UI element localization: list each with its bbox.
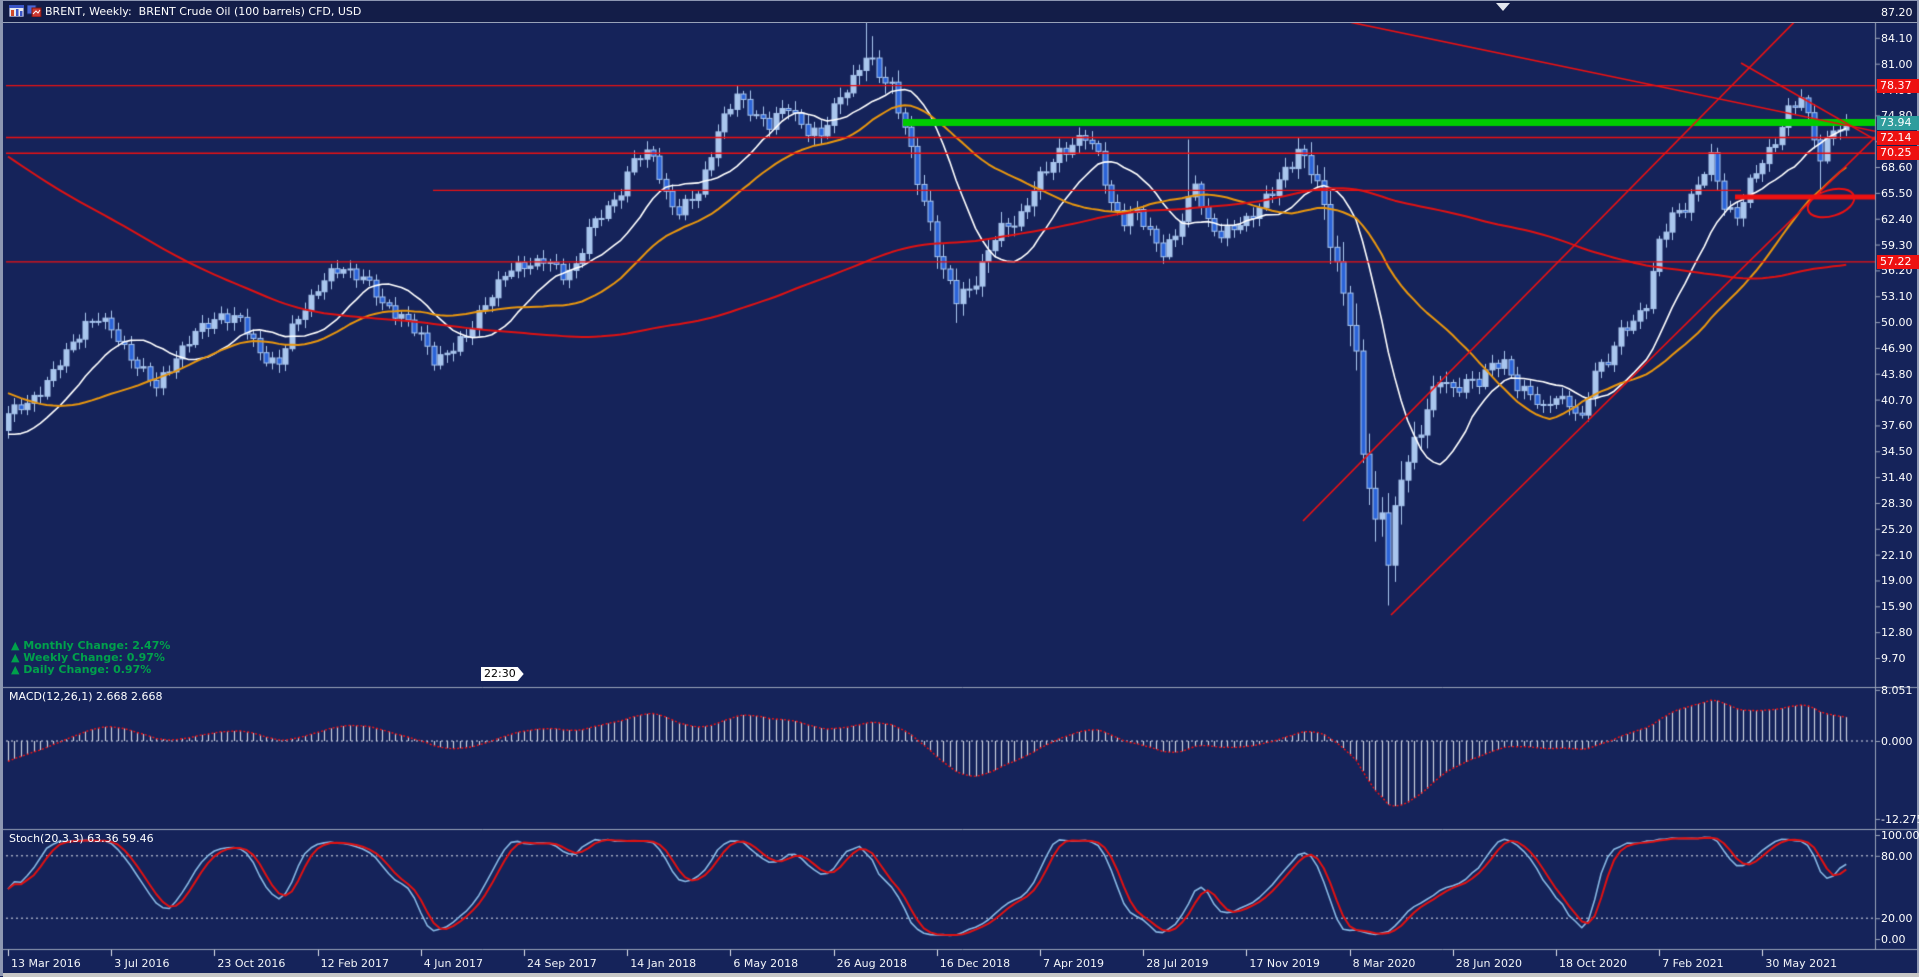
daily-change-label: ▲ Daily Change: 0.97%: [11, 663, 152, 676]
macd-tick-label: -12.275: [1881, 812, 1919, 826]
price-marker-resistance: 70.25: [1877, 146, 1919, 161]
price-tick-label: 31.40: [1881, 471, 1913, 485]
ohlc-icon: [27, 5, 42, 17]
price-tick-label: 50.00: [1881, 316, 1913, 330]
date-tick-label: 16 Dec 2018: [939, 957, 1011, 970]
price-tick-label: 65.50: [1881, 186, 1913, 200]
date-tick-label: 7 Feb 2021: [1662, 957, 1724, 970]
price-tick-label: 22.10: [1881, 548, 1913, 562]
price-tick-label: 37.60: [1881, 419, 1913, 433]
monthly-change-label: ▲ Monthly Change: 2.47%: [11, 639, 171, 652]
chart-shift-marker[interactable]: [1496, 3, 1510, 11]
price-marker-support: 57.22: [1877, 254, 1919, 269]
date-tick-label: 6 May 2018: [733, 957, 799, 970]
price-marker-resistance: 78.37: [1877, 78, 1919, 93]
price-tick-label: 46.90: [1881, 341, 1913, 355]
date-tick-label: 24 Sep 2017: [527, 957, 597, 970]
price-tick-label: 62.40: [1881, 212, 1913, 226]
date-tick-label: 30 May 2021: [1765, 957, 1838, 970]
macd-tick-label: 8.051: [1881, 683, 1913, 697]
date-tick-label: 26 Aug 2018: [836, 957, 908, 970]
date-tick-label: 28 Jun 2020: [1455, 957, 1522, 970]
price-tick-label: 25.20: [1881, 522, 1913, 536]
price-tick-label: 12.80: [1881, 626, 1913, 640]
chart-title: BRENT, Weekly: BRENT Crude Oil (100 barr…: [45, 5, 362, 18]
price-tick-label: 87.20: [1881, 6, 1913, 19]
price-tick-label: 40.70: [1881, 393, 1913, 407]
date-tick-label: 7 Apr 2019: [1043, 957, 1105, 970]
date-tick-label: 3 Jul 2016: [114, 957, 170, 970]
macd-indicator-label: MACD(12,26,1) 2.668 2.668: [9, 690, 163, 703]
title-bar: BRENT, Weekly: BRENT Crude Oil (100 barr…: [3, 1, 1917, 23]
price-tick-label: 28.30: [1881, 496, 1913, 510]
price-tick-label: 19.00: [1881, 574, 1913, 588]
date-tick-label: 8 Mar 2020: [1352, 957, 1416, 970]
price-chart-canvas[interactable]: [3, 1, 1919, 977]
date-tick-label: 14 Jan 2018: [630, 957, 697, 970]
weekly-change-label: ▲ Weekly Change: 0.97%: [11, 651, 165, 664]
price-tick-label: 53.10: [1881, 290, 1913, 304]
price-marker-resistance: 72.14: [1877, 130, 1919, 145]
macd-tick-label: 0.000: [1881, 735, 1913, 748]
date-tick-label: 28 Jul 2019: [1146, 957, 1209, 970]
price-marker-current-price: 73.94: [1877, 115, 1919, 130]
price-tick-label: 68.60: [1881, 161, 1913, 175]
price-tick-label: 59.30: [1881, 238, 1913, 252]
date-tick-label: 4 Jun 2017: [423, 957, 483, 970]
crosshair-time-tooltip: 22:30: [481, 667, 524, 681]
date-tick-label: 23 Oct 2016: [217, 957, 286, 970]
stoch-tick-label: 100.00: [1881, 829, 1919, 842]
price-tick-label: 43.80: [1881, 367, 1913, 381]
date-tick-label: 17 Nov 2019: [1249, 957, 1320, 970]
window-bottom-edge: [3, 973, 1919, 977]
date-tick-label: 18 Oct 2020: [1559, 957, 1628, 970]
price-tick-label: 34.50: [1881, 445, 1913, 459]
stoch-tick-label: 80.00: [1881, 849, 1913, 863]
price-tick-label: 81.00: [1881, 57, 1913, 71]
price-tick-label: 84.10: [1881, 31, 1913, 45]
date-tick-label: 12 Feb 2017: [320, 957, 390, 970]
date-tick-label: 13 Mar 2016: [11, 957, 81, 970]
chart-window-icon: [9, 5, 24, 17]
stoch-indicator-label: Stoch(20,3,3) 63.36 59.46: [9, 832, 154, 845]
price-tick-label: 15.90: [1881, 600, 1913, 614]
price-tick-label: 9.70: [1881, 652, 1906, 665]
stoch-tick-label: 20.00: [1881, 912, 1913, 926]
stoch-tick-label: 0.00: [1881, 933, 1906, 946]
